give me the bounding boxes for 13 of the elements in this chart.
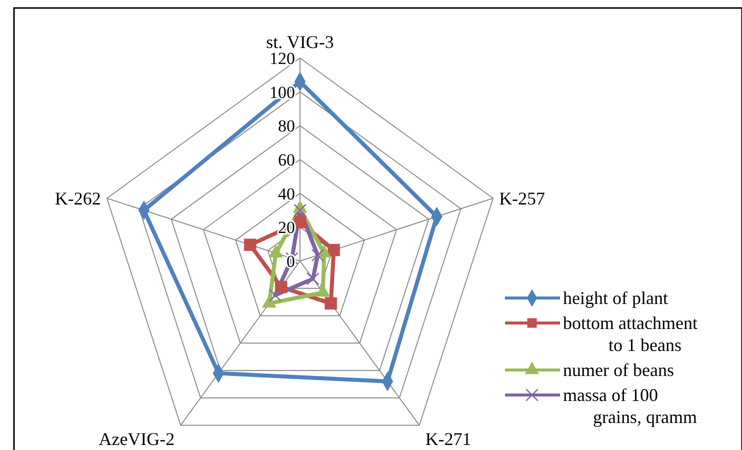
- legend-label: numer of beans: [563, 360, 674, 380]
- spoke-label: K-271: [425, 429, 472, 450]
- y-tick-label: 20: [278, 218, 295, 238]
- y-tick-label: 80: [278, 116, 295, 136]
- spoke-label: K-262: [54, 188, 101, 208]
- y-tick-label: 120: [270, 49, 295, 68]
- legend-label: massa of 100 grains, qramm: [563, 385, 697, 427]
- y-tick-label: 40: [278, 184, 295, 204]
- spoke-label: AzeVIG-2: [98, 429, 175, 450]
- spoke-label: K-257: [499, 188, 546, 208]
- y-tick-label: 60: [278, 150, 295, 170]
- legend-label: height of plant: [563, 288, 668, 308]
- spoke-label: st. VIG-3: [266, 32, 334, 52]
